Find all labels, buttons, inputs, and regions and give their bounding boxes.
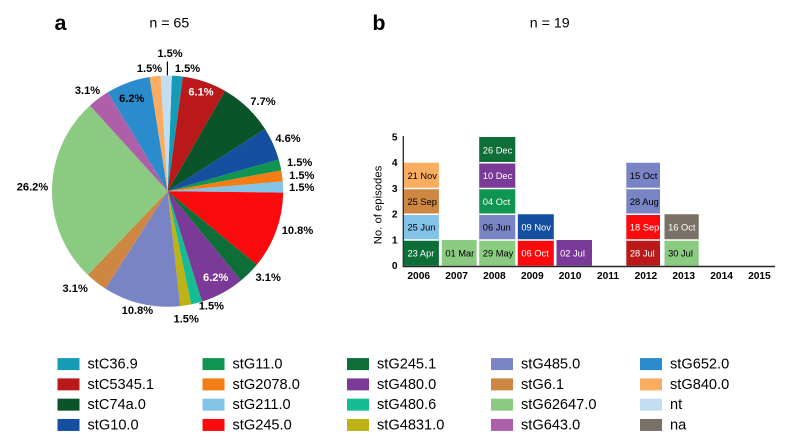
- svg-text:1.5%: 1.5%: [289, 182, 314, 194]
- svg-text:6.1%: 6.1%: [188, 87, 213, 99]
- svg-text:6.2%: 6.2%: [119, 93, 144, 105]
- svg-text:b: b: [372, 11, 385, 35]
- svg-text:stG2078.0: stG2078.0: [233, 377, 300, 393]
- svg-text:25 Jun: 25 Jun: [408, 223, 436, 233]
- svg-text:01 Mar: 01 Mar: [445, 248, 474, 258]
- svg-text:10.8%: 10.8%: [282, 225, 314, 237]
- svg-text:2013: 2013: [672, 271, 695, 282]
- svg-text:29 May: 29 May: [483, 248, 514, 258]
- svg-text:2: 2: [392, 210, 398, 221]
- svg-text:stG211.0: stG211.0: [233, 397, 291, 413]
- svg-text:28 Jul: 28 Jul: [630, 248, 655, 258]
- svg-text:2014: 2014: [710, 271, 733, 282]
- svg-text:2010: 2010: [559, 271, 582, 282]
- svg-text:2015: 2015: [748, 271, 771, 282]
- svg-text:4.6%: 4.6%: [275, 133, 300, 145]
- svg-text:02 Jul: 02 Jul: [560, 248, 585, 258]
- svg-text:2006: 2006: [407, 271, 430, 282]
- svg-text:stG11.0: stG11.0: [233, 357, 283, 373]
- svg-text:a: a: [55, 11, 68, 35]
- svg-text:23 Apr: 23 Apr: [408, 248, 435, 258]
- svg-text:1.5%: 1.5%: [137, 63, 162, 75]
- svg-text:3.1%: 3.1%: [75, 85, 100, 97]
- svg-text:1.5%: 1.5%: [289, 170, 314, 182]
- svg-text:3.1%: 3.1%: [63, 283, 88, 295]
- svg-text:2009: 2009: [521, 271, 544, 282]
- svg-text:stG643.0: stG643.0: [521, 417, 580, 433]
- svg-text:1: 1: [392, 235, 398, 246]
- svg-text:3.1%: 3.1%: [256, 272, 281, 284]
- svg-text:stG245.0: stG245.0: [233, 417, 292, 433]
- svg-text:06 Oct: 06 Oct: [521, 248, 549, 258]
- svg-text:21 Nov: 21 Nov: [408, 171, 438, 181]
- svg-text:stC5345.1: stC5345.1: [88, 377, 155, 393]
- svg-text:stG840.0: stG840.0: [670, 377, 729, 393]
- svg-text:nt: nt: [670, 397, 682, 413]
- svg-text:1.5%: 1.5%: [199, 301, 224, 313]
- svg-text:n = 19: n = 19: [530, 16, 570, 32]
- svg-text:stG10.0: stG10.0: [88, 417, 139, 433]
- svg-text:1.5%: 1.5%: [175, 63, 200, 75]
- svg-text:28 Aug: 28 Aug: [630, 197, 659, 207]
- svg-text:04 Oct: 04 Oct: [483, 197, 511, 207]
- svg-text:26.2%: 26.2%: [17, 182, 49, 194]
- svg-text:30 Jul: 30 Jul: [668, 248, 693, 258]
- svg-text:stC36.9: stC36.9: [88, 357, 138, 373]
- svg-text:18 Sep: 18 Sep: [630, 223, 659, 233]
- svg-text:stG62647.0: stG62647.0: [521, 397, 596, 413]
- svg-text:2007: 2007: [445, 271, 468, 282]
- svg-text:stG480.0: stG480.0: [377, 377, 436, 393]
- svg-text:stG4831.0: stG4831.0: [377, 417, 444, 433]
- svg-text:5: 5: [392, 132, 398, 143]
- svg-text:2011: 2011: [597, 271, 619, 282]
- svg-text:15 Oct: 15 Oct: [630, 171, 658, 181]
- svg-text:26 Dec: 26 Dec: [483, 145, 513, 155]
- svg-text:16 Oct: 16 Oct: [668, 223, 696, 233]
- svg-text:10 Dec: 10 Dec: [483, 171, 513, 181]
- svg-text:2012: 2012: [635, 271, 658, 282]
- svg-text:09 Nov: 09 Nov: [521, 223, 551, 233]
- svg-text:n = 65: n = 65: [149, 16, 189, 32]
- svg-text:stC74a.0: stC74a.0: [88, 397, 146, 413]
- svg-text:stG480.6: stG480.6: [377, 397, 436, 413]
- svg-text:1.5%: 1.5%: [174, 314, 199, 326]
- svg-text:10.8%: 10.8%: [122, 305, 154, 317]
- svg-text:No. of episodes: No. of episodes: [373, 165, 385, 244]
- svg-text:stG6.1: stG6.1: [521, 377, 564, 393]
- svg-text:2008: 2008: [483, 271, 506, 282]
- svg-text:3: 3: [392, 184, 398, 195]
- svg-text:4: 4: [392, 158, 398, 169]
- svg-text:1.5%: 1.5%: [287, 157, 312, 169]
- svg-text:na: na: [670, 417, 687, 433]
- svg-text:stG652.0: stG652.0: [670, 357, 729, 373]
- svg-text:0: 0: [392, 261, 398, 272]
- svg-text:25 Sep: 25 Sep: [408, 197, 437, 207]
- svg-text:stG245.1: stG245.1: [377, 357, 436, 373]
- svg-text:1.5%: 1.5%: [157, 48, 182, 60]
- svg-text:06 Jun: 06 Jun: [483, 223, 511, 233]
- svg-text:7.7%: 7.7%: [250, 96, 275, 108]
- svg-text:stG485.0: stG485.0: [521, 357, 580, 373]
- svg-text:6.2%: 6.2%: [203, 272, 228, 284]
